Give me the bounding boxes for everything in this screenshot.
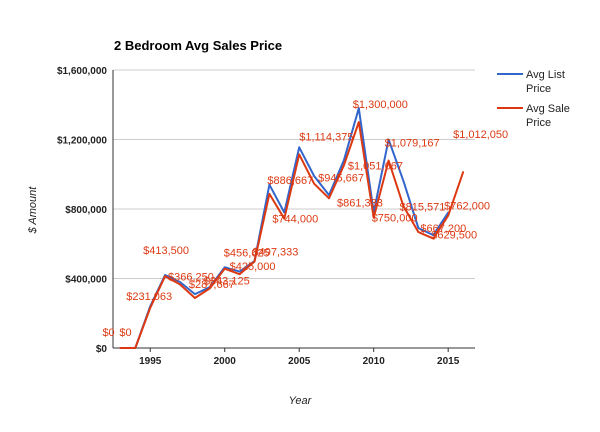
x-tick-label: 2010 bbox=[363, 356, 386, 367]
y-axis-tick-labels: $0 $400,000 $800,000 $1,200,000 $1,600,000 bbox=[57, 66, 107, 355]
x-tick-label: 2015 bbox=[437, 356, 460, 367]
data-label: $366,250 bbox=[168, 271, 214, 283]
data-labels: $0 $0 $231,063 $413,500 $366,250$287,667$343… bbox=[102, 99, 508, 339]
data-label: $1,051,667 bbox=[348, 160, 403, 172]
data-label: $861,333 bbox=[337, 197, 383, 209]
legend-item-avg-list-price[interactable]: Avg List Price bbox=[497, 69, 565, 95]
y-tick-label: $800,000 bbox=[65, 205, 107, 216]
data-label: $497,333 bbox=[253, 247, 299, 259]
series-lines bbox=[119, 107, 465, 349]
data-label: $231,063 bbox=[126, 291, 172, 303]
avg-list-price-line[interactable] bbox=[119, 107, 450, 349]
avg-sale-price-line[interactable] bbox=[119, 121, 465, 349]
legend-label: Avg Sale Price bbox=[526, 103, 570, 129]
data-label: $945,667 bbox=[318, 173, 364, 185]
legend[interactable]: Avg List Price Avg Sale Price bbox=[497, 69, 570, 129]
data-label: $750,000 bbox=[372, 213, 418, 225]
data-label: $815,571 bbox=[399, 201, 445, 213]
x-tick-label: 2000 bbox=[214, 356, 237, 367]
data-label: $0 bbox=[102, 327, 114, 339]
data-label: $1,114,375 bbox=[299, 131, 353, 143]
data-label: $0 bbox=[119, 327, 131, 339]
data-label: $1,300,000 bbox=[353, 99, 408, 111]
data-label: $1,012,050 bbox=[453, 129, 508, 141]
y-axis-title: $ Amount bbox=[27, 186, 39, 235]
data-label: $1,079,167 bbox=[385, 137, 440, 149]
data-label: $456,625 bbox=[224, 248, 270, 260]
x-tick-label: 1995 bbox=[139, 356, 162, 367]
x-axis-tick-labels: 1995 2000 2005 2010 2015 bbox=[139, 356, 460, 367]
x-axis-title: Year bbox=[289, 395, 313, 407]
data-label: $287,667 bbox=[189, 279, 235, 291]
y-tick-label: $1,600,000 bbox=[57, 66, 107, 77]
x-tick-label: 2005 bbox=[288, 356, 311, 367]
data-label: $629,500 bbox=[431, 230, 477, 242]
data-label: $413,500 bbox=[143, 245, 189, 257]
data-label: $744,000 bbox=[272, 214, 318, 226]
data-label: $886,667 bbox=[267, 175, 313, 187]
data-label: $762,000 bbox=[444, 201, 490, 213]
data-label: $667,200 bbox=[420, 223, 466, 235]
y-tick-label: $400,000 bbox=[65, 275, 107, 286]
data-label: $425,000 bbox=[230, 261, 276, 273]
chart-title: 2 Bedroom Avg Sales Price bbox=[114, 38, 282, 53]
data-label: $343,125 bbox=[204, 275, 250, 287]
y-tick-label: $0 bbox=[96, 344, 108, 355]
axes bbox=[112, 70, 475, 349]
legend-label: Avg List Price bbox=[526, 69, 565, 95]
y-tick-label: $1,200,000 bbox=[57, 136, 107, 147]
legend-item-avg-sale-price[interactable]: Avg Sale Price bbox=[497, 103, 570, 129]
